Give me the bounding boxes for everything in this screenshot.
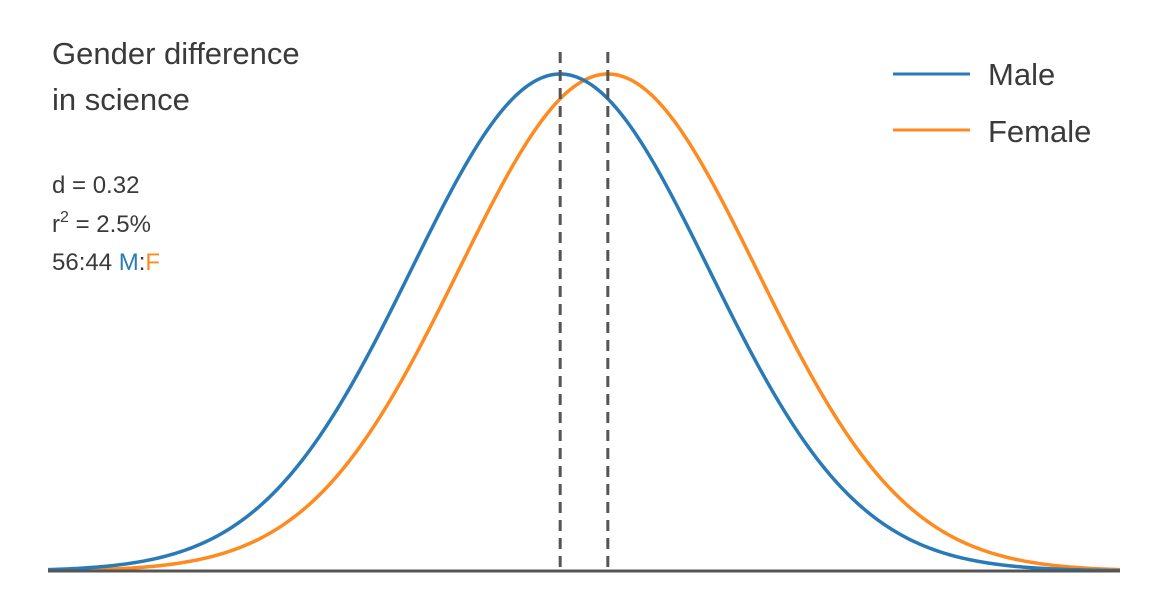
- sex-ratio: 56:44 M:F: [52, 249, 160, 276]
- r-squared-value: = 2.5%: [69, 211, 151, 238]
- legend-label-male: Male: [988, 57, 1055, 92]
- distribution-curves: [47, 72, 1121, 573]
- legend-label-female: Female: [988, 114, 1091, 149]
- chart-title-line-2: in science: [52, 82, 190, 117]
- r-squared: r2 = 2.5%: [52, 209, 151, 238]
- effect-size-d: d = 0.32: [52, 172, 139, 199]
- r-squared-superscript: 2: [60, 209, 69, 226]
- curve-male: [47, 72, 1121, 573]
- sex-ratio-separator: :: [139, 249, 146, 276]
- chart-title-line-1: Gender difference: [52, 36, 300, 71]
- sex-ratio-prefix: 56:44: [52, 249, 119, 276]
- sex-ratio-m: M: [119, 249, 139, 276]
- mean-markers: [558, 52, 610, 571]
- sex-ratio-f: F: [145, 249, 160, 276]
- r-squared-prefix: r: [52, 211, 60, 238]
- curve-female: [47, 72, 1121, 573]
